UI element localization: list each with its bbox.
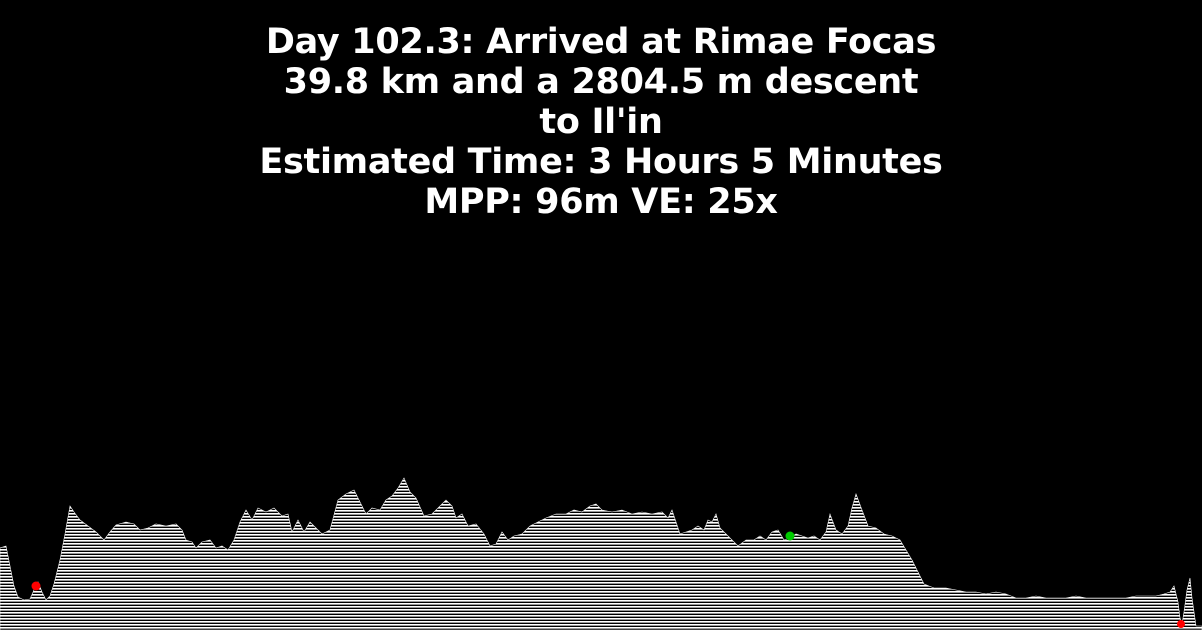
end-marker <box>1177 620 1185 628</box>
terrain-profile <box>0 477 1202 630</box>
current-position-marker <box>785 531 795 541</box>
title-day-location: Day 102.3: Arrived at Rimae Focas <box>265 22 937 62</box>
title-destination: to Il'in <box>539 102 663 142</box>
title-distance-descent: 39.8 km and a 2804.5 m descent <box>283 62 919 102</box>
title-block: Day 102.3: Arrived at Rimae Focas 39.8 k… <box>0 22 1202 222</box>
start-marker <box>31 581 41 591</box>
title-mpp-ve: MPP: 96m VE: 25x <box>424 182 778 222</box>
title-estimated-time: Estimated Time: 3 Hours 5 Minutes <box>259 142 943 182</box>
